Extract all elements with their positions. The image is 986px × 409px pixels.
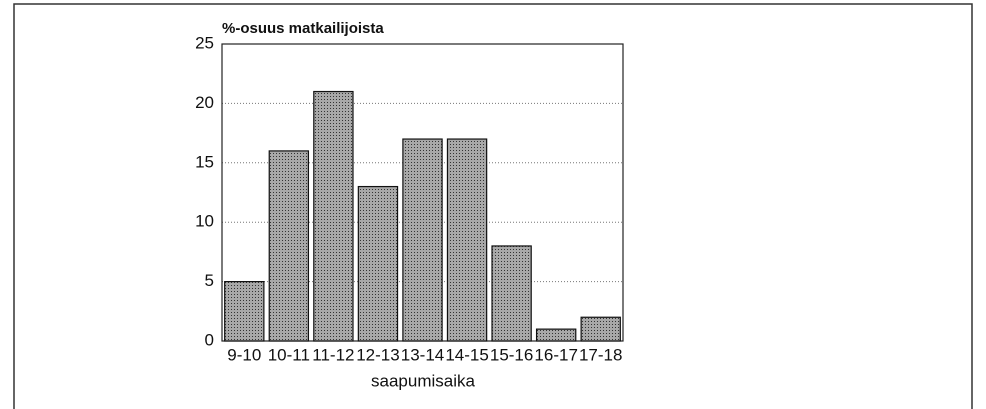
x-tick-label: 16-17	[534, 345, 577, 364]
x-tick-label: 17-18	[579, 345, 622, 364]
bar	[224, 281, 265, 342]
bar	[313, 90, 354, 342]
y-tick-label: 0	[205, 330, 214, 349]
y-tick-label: 20	[195, 93, 214, 112]
bar	[402, 138, 443, 342]
x-tick-label: 10-11	[268, 345, 310, 364]
bar	[268, 150, 310, 342]
y-tick-label: 25	[195, 33, 214, 52]
x-tick-label: 15-16	[490, 345, 533, 364]
bar	[535, 328, 577, 342]
x-tick-label: 14-15	[445, 345, 488, 364]
y-tick-label: 10	[195, 212, 214, 231]
frame	[13, 3, 973, 409]
x-tick-label: 11-12	[312, 345, 354, 364]
y-tick-label: 5	[205, 271, 214, 290]
bar	[491, 245, 532, 342]
x-tick-label: 13-14	[401, 345, 444, 364]
x-axis-label: saapumisaika	[371, 371, 475, 390]
x-tick-label: 9-10	[227, 345, 261, 364]
bar	[580, 316, 621, 342]
y-axis-label: %-osuus matkailijoista	[222, 20, 384, 37]
bar	[446, 138, 488, 342]
bar	[357, 185, 399, 342]
x-tick-label: 12-13	[356, 345, 399, 364]
y-tick-label: 15	[195, 152, 214, 171]
